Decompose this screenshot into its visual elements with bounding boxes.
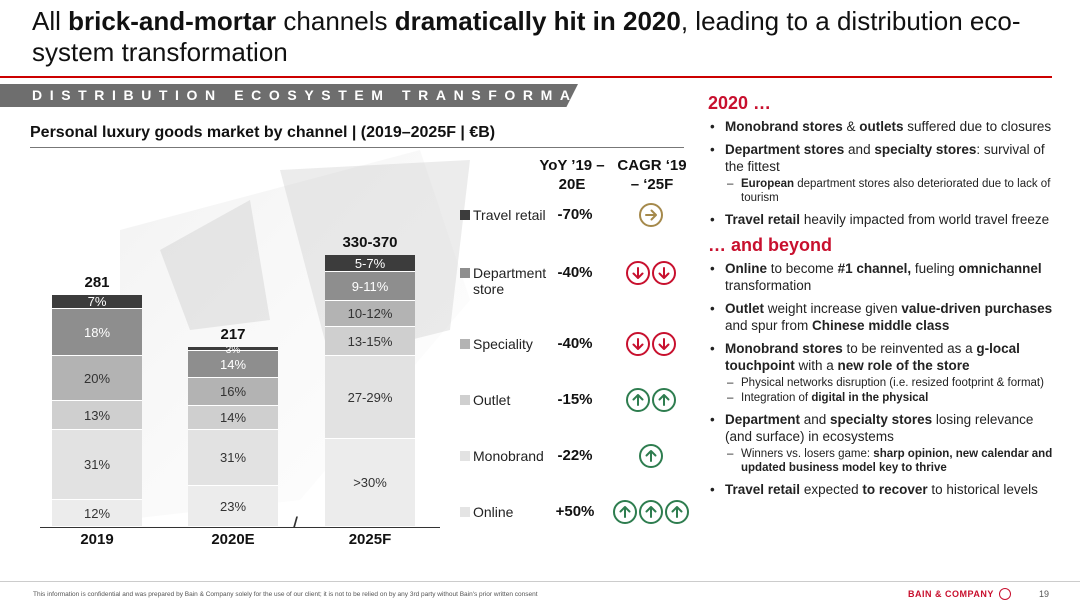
bar-segment-department-store-2019: 18% bbox=[52, 309, 142, 356]
bar-segment-speciality-2020e: 16% bbox=[188, 378, 278, 406]
legend-label-monobrand: Monobrand bbox=[473, 448, 544, 464]
bullet-monobrand: Monobrand stores to be reinvented as a g… bbox=[708, 340, 1053, 405]
bar-segment-outlet-2020e: 14% bbox=[188, 406, 278, 430]
arrow-up-icon bbox=[665, 500, 689, 524]
legend-label-department-store: Department store bbox=[473, 265, 547, 297]
bullet-department-2020: Department stores and specialty stores: … bbox=[708, 141, 1053, 205]
legend-swatch-outlet bbox=[460, 395, 470, 405]
yoy-value-travel-retail: -70% bbox=[557, 206, 593, 223]
arrow-down-icon bbox=[626, 261, 650, 285]
arrow-up-icon bbox=[626, 388, 650, 412]
yoy-value-department-store: -40% bbox=[557, 264, 593, 281]
chart-title-divider bbox=[30, 147, 684, 148]
x-tick-2020e: 2020E bbox=[211, 531, 255, 548]
page-number: 19 bbox=[1039, 589, 1050, 599]
brand-logo-icon bbox=[999, 588, 1011, 600]
footer-disclaimer: This information is confidential and was… bbox=[33, 591, 538, 598]
bar-segment-speciality-2019: 20% bbox=[52, 356, 142, 401]
bullet-monobrand-2020: Monobrand stores & outlets suffered due … bbox=[708, 118, 1053, 135]
bar-total-2020e: 217 bbox=[220, 326, 246, 343]
bar-segment-monobrand-2025f: 27-29% bbox=[325, 356, 415, 439]
arrow-up-icon bbox=[639, 500, 663, 524]
section-heading-2020: 2020 … bbox=[708, 93, 772, 113]
cagr-header: CAGR ‘19 – ‘25F bbox=[617, 157, 687, 193]
bar-segment-outlet-2019: 13% bbox=[52, 401, 142, 430]
legend-swatch-department-store bbox=[460, 268, 470, 278]
bar-segment-monobrand-2020e: 31% bbox=[188, 430, 278, 486]
arrow-up-icon bbox=[652, 388, 676, 412]
commentary-panel: 2020 … Monobrand stores & outlets suffer… bbox=[708, 92, 1053, 504]
yoy-value-outlet: -15% bbox=[557, 391, 593, 408]
legend-label-online: Online bbox=[473, 504, 514, 520]
bar-segment-travel-retail-2020e: 3% bbox=[188, 346, 278, 356]
axis-break: // bbox=[293, 515, 297, 532]
sub-bullet-european: European department stores also deterior… bbox=[708, 177, 1053, 205]
arrow-down-icon bbox=[626, 332, 650, 356]
arrow-down-icon bbox=[652, 261, 676, 285]
page-title: All brick-and-mortar channels dramatical… bbox=[32, 6, 1021, 67]
bar-segment-speciality-2025f: 10-12% bbox=[325, 301, 415, 327]
x-tick-2019: 2019 bbox=[80, 531, 114, 548]
x-axis bbox=[40, 527, 440, 528]
arrow-right-icon bbox=[639, 203, 663, 227]
yoy-value-online: +50% bbox=[555, 503, 595, 520]
legend-swatch-monobrand bbox=[460, 451, 470, 461]
legend-label-outlet: Outlet bbox=[473, 392, 511, 408]
chart-title: Personal luxury goods market by channel … bbox=[30, 124, 496, 141]
yoy-value-speciality: -40% bbox=[557, 335, 593, 352]
legend-swatch-online bbox=[460, 507, 470, 517]
footer-divider bbox=[0, 581, 1080, 582]
legend-label-speciality: Speciality bbox=[473, 336, 533, 352]
bar-segment-travel-retail-2019: 7% bbox=[52, 294, 142, 309]
cagr-icons-outlet bbox=[626, 388, 676, 412]
sub-bullet-digital: Integration of digital in the physical bbox=[708, 391, 1053, 405]
title-divider bbox=[0, 76, 1052, 78]
cagr-icons-department-store bbox=[626, 261, 676, 285]
section-heading-beyond: … and beyond bbox=[708, 235, 833, 255]
bar-segment-outlet-2025f: 13-15% bbox=[325, 327, 415, 356]
bar-segment-online-2020e: 23% bbox=[188, 486, 278, 527]
x-tick-2025f: 2025F bbox=[348, 531, 392, 548]
legend-swatch-speciality bbox=[460, 339, 470, 349]
yoy-header: YoY ’19 – 20E bbox=[539, 157, 605, 193]
bullet-department: Department and specialty stores losing r… bbox=[708, 411, 1053, 475]
bar-segment-online-2025f: >30% bbox=[325, 439, 415, 527]
legend-swatch-travel-retail bbox=[460, 210, 470, 220]
bar-total-2025f: 330-370 bbox=[342, 234, 398, 251]
bar-segment-travel-retail-2025f: 5-7% bbox=[325, 255, 415, 272]
cagr-icons-monobrand bbox=[639, 444, 663, 468]
bullet-online: Online to become #1 channel, fueling omn… bbox=[708, 260, 1053, 294]
bar-segment-monobrand-2019: 31% bbox=[52, 430, 142, 500]
section-banner: DISTRIBUTION ECOSYSTEM TRANSFORMATION bbox=[0, 84, 578, 107]
cagr-icons-online bbox=[613, 500, 689, 524]
bar-total-2019: 281 bbox=[84, 274, 110, 291]
sub-bullet-physical: Physical networks disruption (i.e. resiz… bbox=[708, 376, 1053, 390]
legend-label-travel-retail: Travel retail bbox=[473, 207, 546, 223]
yoy-value-monobrand: -22% bbox=[557, 447, 593, 464]
bar-segment-online-2019: 12% bbox=[52, 500, 142, 527]
bullet-travel: Travel retail expected to recover to his… bbox=[708, 481, 1053, 498]
bullet-outlet: Outlet weight increase given value-drive… bbox=[708, 300, 1053, 334]
brand-logo-text: BAIN & COMPANY bbox=[908, 589, 994, 599]
arrow-up-icon bbox=[613, 500, 637, 524]
arrow-down-icon bbox=[652, 332, 676, 356]
bar-segment-department-store-2020e: 14% bbox=[188, 351, 278, 378]
sub-bullet-winners: Winners vs. losers game: sharp opinion, … bbox=[708, 447, 1053, 475]
cagr-icons-speciality bbox=[626, 332, 676, 356]
cagr-icons-travel-retail bbox=[639, 203, 663, 227]
bar-segment-department-store-2025f: 9-11% bbox=[325, 272, 415, 301]
bullet-travel-2020: Travel retail heavily impacted from worl… bbox=[708, 211, 1053, 228]
arrow-up-icon bbox=[639, 444, 663, 468]
